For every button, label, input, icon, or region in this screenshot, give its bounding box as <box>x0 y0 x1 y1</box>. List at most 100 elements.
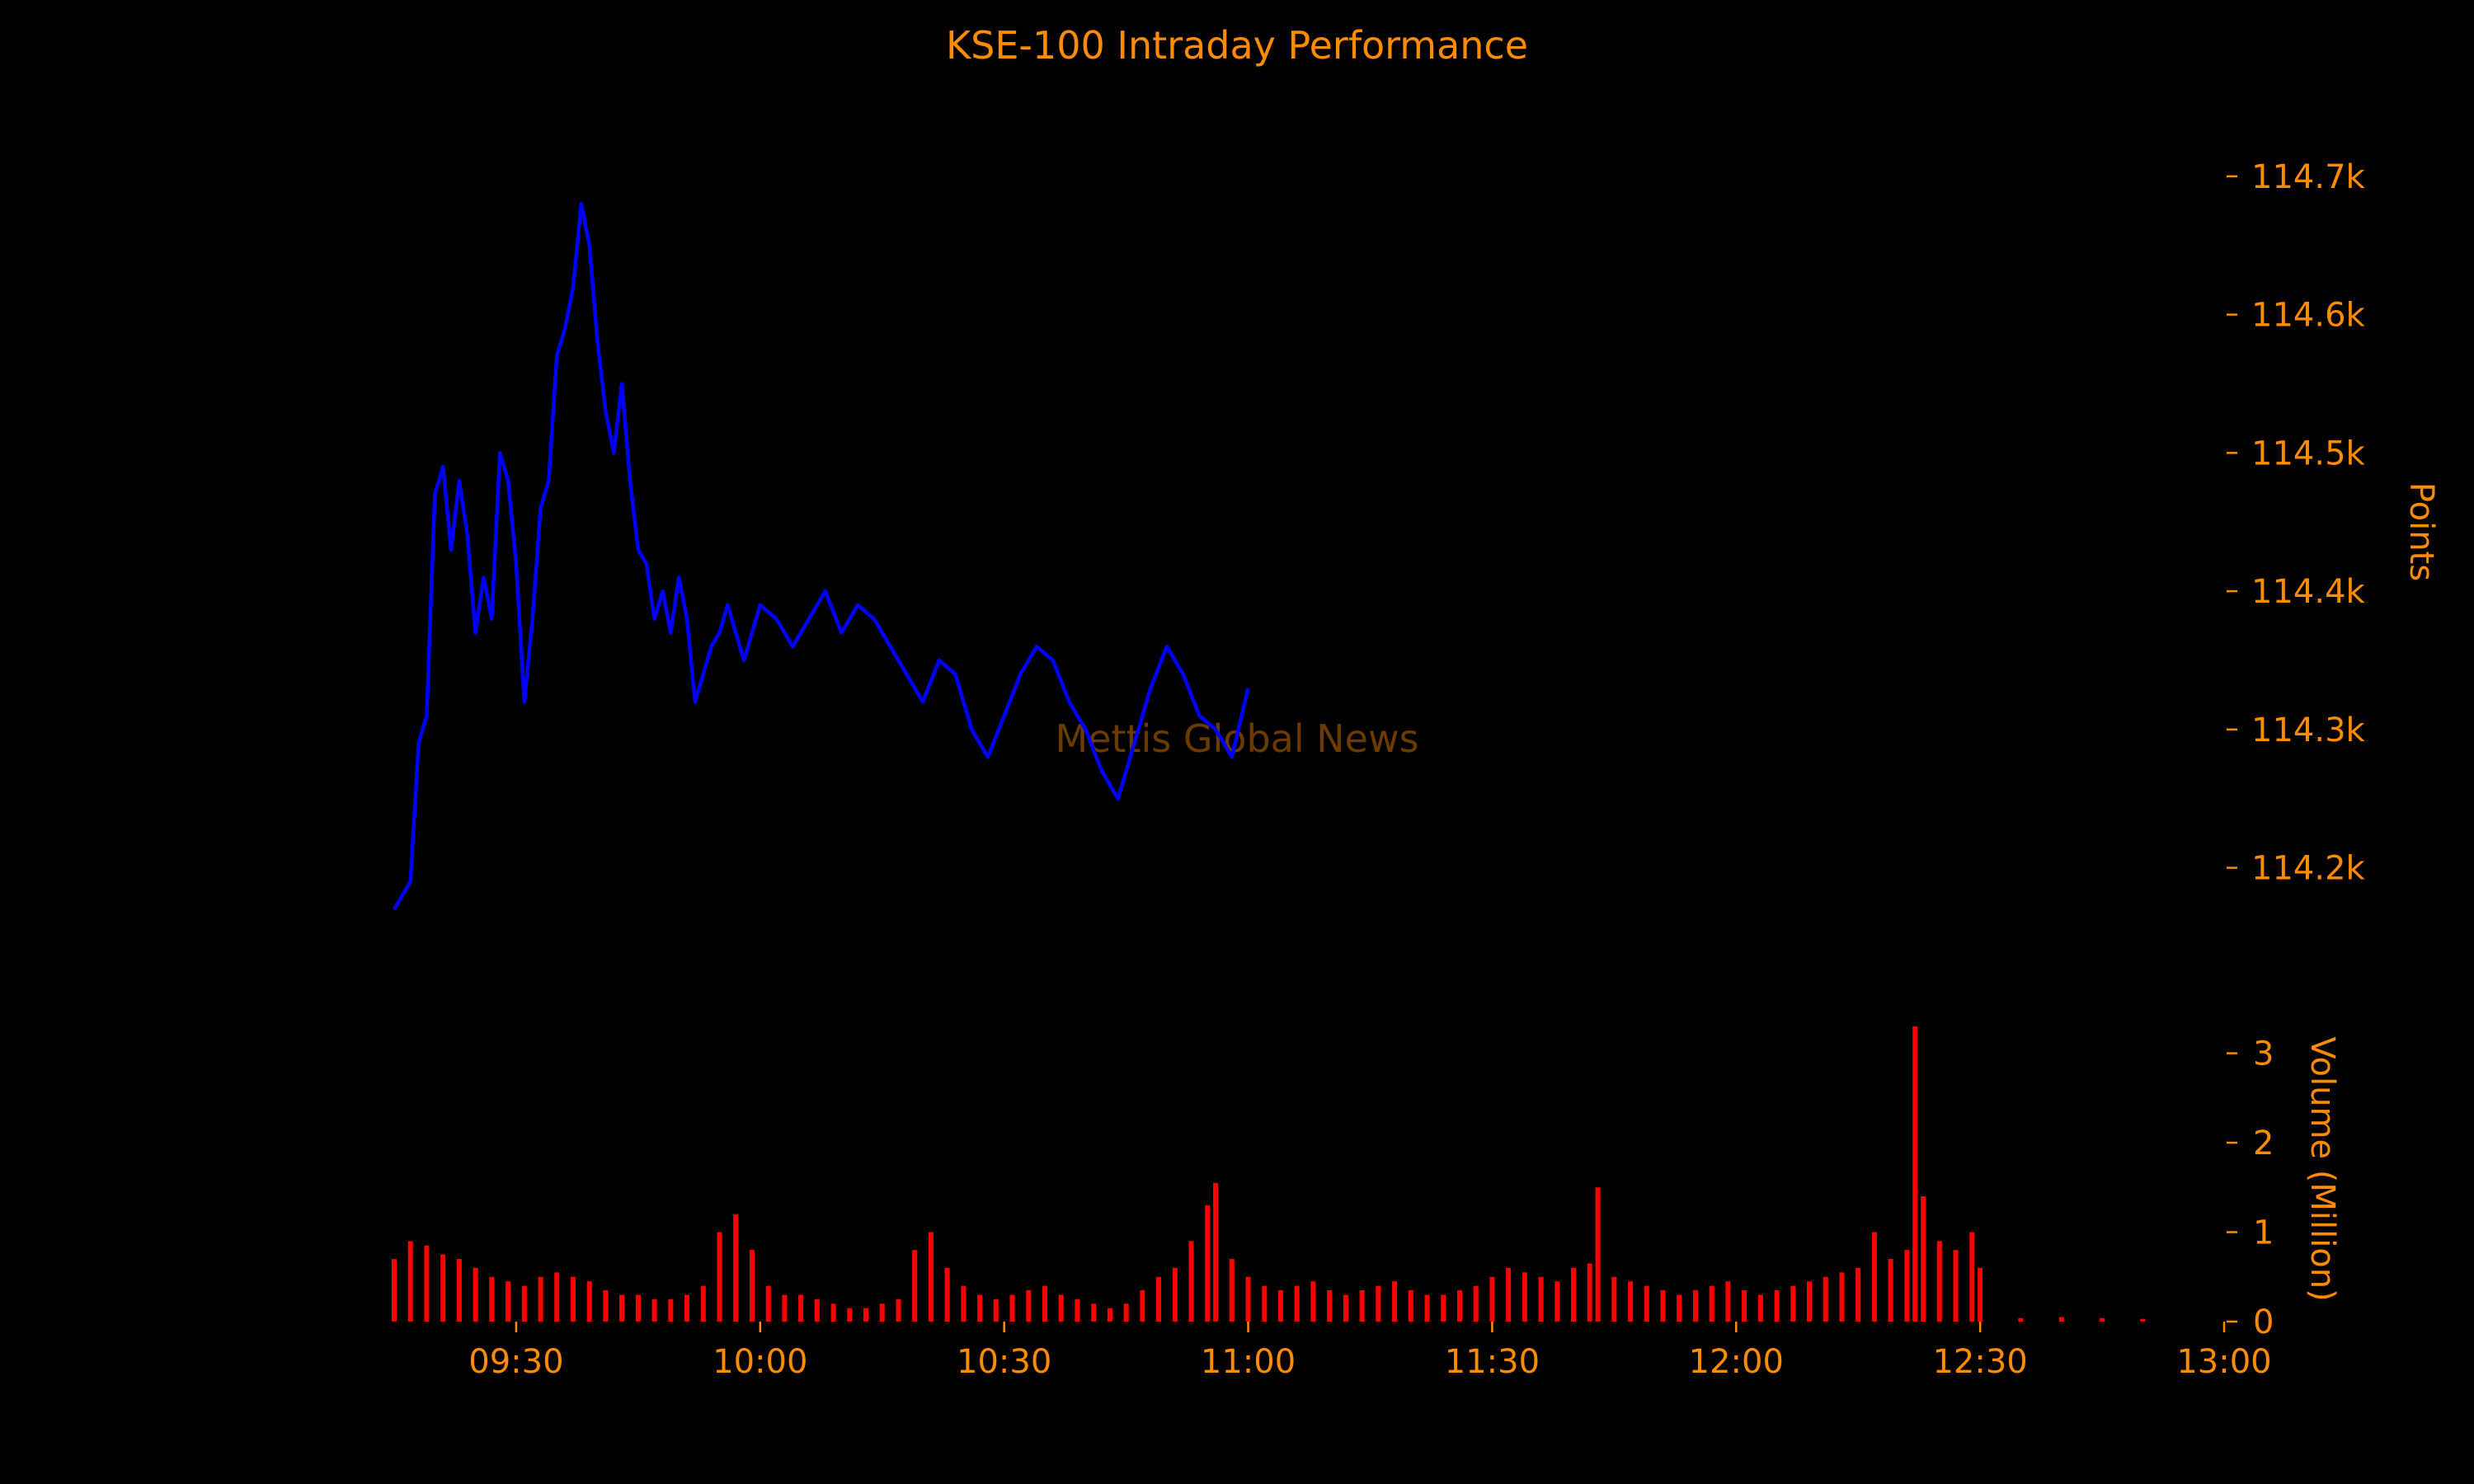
volume-bar <box>1278 1290 1283 1322</box>
price-tick-label: 114.4k <box>2251 573 2366 611</box>
volume-bar <box>1245 1276 1251 1322</box>
volume-bar <box>1709 1285 1714 1322</box>
volume-bar <box>554 1272 560 1322</box>
volume-bar <box>896 1298 901 1322</box>
volume-bar <box>521 1285 527 1322</box>
volume-bar <box>733 1214 739 1322</box>
volume-bar <box>928 1232 934 1322</box>
volume-bar <box>1823 1276 1828 1322</box>
volume-bar <box>782 1294 788 1322</box>
volume-bar <box>1009 1294 1015 1322</box>
volume-bar <box>863 1308 868 1322</box>
volume-bar <box>668 1298 674 1322</box>
volume-bar <box>1807 1281 1812 1322</box>
x-tick-label: 13:00 <box>2176 1343 2271 1381</box>
price-tick-label: 114.5k <box>2251 434 2366 472</box>
volume-bar <box>879 1303 885 1322</box>
price-tick-label: 114.6k <box>2251 297 2366 335</box>
volume-bar <box>1660 1290 1666 1322</box>
volume-bar <box>1888 1259 1893 1322</box>
x-tick-label: 10:30 <box>957 1343 1051 1381</box>
volume-bar <box>1489 1276 1495 1322</box>
volume-bar <box>912 1250 918 1322</box>
volume-bar <box>684 1294 689 1322</box>
price-axis-label: Points <box>2402 482 2440 581</box>
volume-bar <box>961 1285 967 1322</box>
volume-tick-label: 0 <box>2253 1303 2274 1341</box>
volume-bar <box>1757 1294 1763 1322</box>
volume-bar <box>1205 1205 1211 1322</box>
volume-bar <box>1457 1290 1462 1322</box>
volume-bar <box>1628 1281 1634 1322</box>
price-tick-label: 114.7k <box>2251 158 2366 196</box>
volume-bar <box>619 1294 625 1322</box>
volume-bar <box>1978 1267 1983 1322</box>
volume-bar <box>1392 1281 1398 1322</box>
volume-bar <box>538 1276 543 1322</box>
volume-bar <box>993 1298 999 1322</box>
volume-bar <box>2140 1318 2146 1322</box>
volume-bar <box>1058 1294 1064 1322</box>
volume-bar <box>749 1250 755 1322</box>
volume-bar <box>1839 1272 1845 1322</box>
price-line <box>393 202 1250 911</box>
volume-bar <box>424 1245 430 1322</box>
volume-bar <box>407 1241 413 1322</box>
volume-bar <box>798 1294 804 1322</box>
volume-bar <box>1408 1290 1413 1322</box>
volume-bar <box>1262 1285 1268 1322</box>
x-tick-label: 09:30 <box>468 1343 563 1381</box>
volume-bar <box>1359 1290 1365 1322</box>
volume-bar <box>977 1294 983 1322</box>
volume-bar <box>700 1285 706 1322</box>
volume-bar <box>1140 1290 1145 1322</box>
volume-bar <box>1595 1187 1601 1322</box>
volume-bar <box>1042 1285 1047 1322</box>
volume-bar <box>1026 1290 1032 1322</box>
volume-bar <box>1172 1267 1178 1322</box>
chart-title: KSE-100 Intraday Performance <box>946 23 1528 68</box>
volume-bar <box>1871 1232 1877 1322</box>
chart-marks: 114.2k 114.3k 114.4k 114.5k 114.6k 114.7k 0 1 2 3… <box>392 158 2366 1381</box>
volume-tick-label: 1 <box>2253 1214 2274 1252</box>
volume-bar <box>830 1303 836 1322</box>
volume-bar <box>1611 1276 1617 1322</box>
volume-bar <box>2100 1317 2105 1322</box>
volume-tick-label: 2 <box>2253 1125 2274 1162</box>
volume-bar <box>603 1290 609 1322</box>
volume-bar <box>1424 1294 1430 1322</box>
x-tick-label: 12:30 <box>1932 1343 2027 1381</box>
volume-bar <box>1506 1267 1512 1322</box>
price-tick-label: 114.2k <box>2251 850 2366 888</box>
volume-bar <box>1091 1303 1097 1322</box>
volume-bar <box>1343 1294 1348 1322</box>
price-tick-label: 114.3k <box>2251 711 2366 749</box>
x-tick-label: 11:00 <box>1201 1343 1296 1381</box>
volume-bar <box>1969 1232 1975 1322</box>
volume-bar <box>506 1281 511 1322</box>
volume-bar <box>1229 1259 1235 1322</box>
volume-bar <box>473 1267 478 1322</box>
volume-bar <box>1725 1281 1731 1322</box>
volume-bar <box>635 1294 641 1322</box>
volume-bar <box>1327 1290 1333 1322</box>
volume-bar <box>651 1298 657 1322</box>
volume-bar <box>1936 1241 1942 1322</box>
volume-bar <box>1921 1196 1926 1322</box>
volume-bar <box>1376 1285 1381 1322</box>
volume-bar <box>1123 1303 1129 1322</box>
volume-bar <box>1075 1298 1080 1322</box>
volume-bar <box>440 1254 446 1322</box>
x-tick-label: 11:30 <box>1445 1343 1540 1381</box>
volume-bar <box>1156 1276 1161 1322</box>
volume-bar <box>847 1308 853 1322</box>
volume-bar <box>1538 1276 1544 1322</box>
volume-bar <box>1677 1294 1682 1322</box>
volume-bar <box>1213 1182 1219 1322</box>
volume-bar <box>1554 1281 1560 1322</box>
volume-bar <box>2018 1317 2024 1322</box>
volume-bar <box>1644 1285 1649 1322</box>
volume-bar <box>1522 1272 1527 1322</box>
